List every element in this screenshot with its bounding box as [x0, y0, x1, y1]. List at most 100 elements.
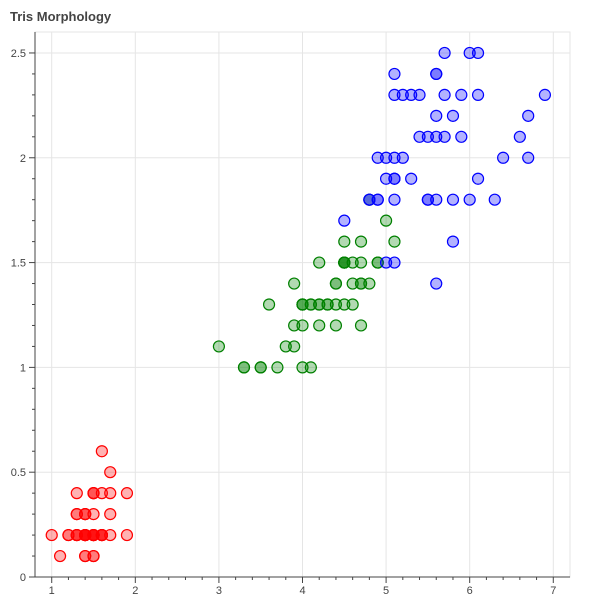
data-point-virginica	[455, 130, 468, 143]
data-point-versicolor	[346, 256, 359, 269]
data-point-versicolor	[296, 361, 309, 374]
data-point-setosa	[104, 528, 117, 542]
data-point-setosa	[95, 528, 108, 542]
data-point-virginica	[363, 193, 376, 206]
data-point-versicolor	[313, 256, 326, 269]
y-tick-label: 2.5	[11, 48, 26, 60]
data-point-virginica	[471, 46, 485, 60]
data-point-virginica	[463, 193, 476, 206]
data-point-virginica	[421, 193, 434, 206]
data-point-virginica	[471, 172, 485, 185]
data-point-versicolor	[329, 298, 343, 311]
data-point-virginica	[371, 193, 384, 206]
data-point-virginica	[446, 109, 460, 122]
data-point-virginica	[338, 214, 351, 227]
data-point-versicolor	[354, 256, 368, 269]
data-point-setosa	[45, 528, 58, 542]
data-point-versicolor	[296, 298, 309, 311]
data-point-setosa	[104, 487, 117, 500]
data-point-virginica	[463, 46, 476, 60]
data-point-versicolor	[288, 277, 301, 290]
data-point-versicolor	[346, 277, 359, 290]
data-point-virginica	[405, 172, 418, 185]
data-point-setosa	[104, 508, 117, 521]
data-point-versicolor	[296, 319, 309, 332]
data-point-versicolor	[354, 277, 368, 290]
data-point-virginica	[430, 277, 443, 290]
data-point-virginica	[379, 172, 393, 185]
chart-title: Tris Morphology	[10, 9, 112, 24]
data-point-virginica	[396, 151, 409, 164]
data-point-versicolor	[212, 340, 226, 353]
data-point-versicolor	[271, 361, 284, 374]
data-point-setosa	[62, 528, 75, 542]
data-point-virginica	[388, 151, 401, 164]
data-point-virginica	[371, 151, 384, 164]
data-point-setosa	[120, 528, 134, 542]
points	[45, 46, 552, 563]
data-point-virginica	[438, 130, 451, 143]
x-tick-label: 1	[49, 585, 55, 597]
data-point-versicolor	[329, 277, 343, 290]
data-point-virginica	[388, 193, 401, 206]
data-point-setosa	[79, 549, 92, 563]
data-point-versicolor	[379, 214, 393, 227]
data-point-virginica	[413, 130, 426, 143]
data-point-versicolor	[254, 361, 267, 374]
series-setosa	[45, 445, 134, 563]
data-point-virginica	[430, 67, 443, 81]
data-point-setosa	[95, 445, 108, 458]
data-point-virginica	[421, 130, 434, 143]
data-point-versicolor	[313, 319, 326, 332]
data-point-setosa	[87, 487, 100, 500]
data-point-virginica	[513, 130, 526, 143]
data-point-virginica	[430, 193, 443, 206]
data-point-versicolor	[321, 298, 334, 311]
data-point-virginica	[388, 172, 401, 185]
data-point-versicolor	[262, 298, 276, 311]
data-point-setosa	[53, 549, 67, 563]
data-point-versicolor	[288, 319, 301, 332]
x-tick-label: 4	[299, 585, 305, 597]
data-point-virginica	[446, 235, 460, 248]
y-tick-label: 0.5	[11, 467, 26, 479]
data-point-versicolor	[288, 340, 301, 353]
y-tick-label: 1	[20, 362, 26, 374]
data-point-versicolor	[304, 298, 317, 311]
data-point-virginica	[438, 88, 451, 101]
data-point-versicolor	[237, 361, 251, 374]
y-tick-label: 0	[20, 572, 26, 584]
data-point-versicolor	[354, 235, 368, 248]
data-point-virginica	[430, 109, 443, 122]
data-point-versicolor	[313, 298, 326, 311]
x-tick-label: 5	[383, 585, 389, 597]
x-tick-label: 3	[216, 585, 222, 597]
data-point-virginica	[379, 256, 393, 269]
data-point-virginica	[522, 151, 535, 164]
data-point-virginica	[379, 151, 393, 164]
data-point-setosa	[87, 508, 100, 521]
data-point-versicolor	[304, 361, 317, 374]
data-point-virginica	[471, 88, 485, 101]
data-point-virginica	[438, 46, 451, 60]
data-point-setosa	[104, 466, 117, 479]
axes: 1 2 3 4 5 6 7 0 0.5 1 1.5 2 2.5	[11, 32, 570, 597]
data-point-versicolor	[338, 298, 351, 311]
data-point-virginica	[405, 88, 418, 101]
data-point-setosa	[79, 508, 92, 521]
y-tick-label: 2	[20, 153, 26, 165]
data-point-versicolor	[338, 235, 351, 248]
x-tick-label: 6	[467, 585, 473, 597]
data-point-versicolor	[354, 319, 368, 332]
data-point-virginica	[388, 88, 401, 101]
x-tick-label: 7	[550, 585, 556, 597]
data-point-versicolor	[346, 298, 359, 311]
data-point-versicolor	[338, 256, 351, 269]
data-point-virginica	[413, 88, 426, 101]
data-point-virginica	[522, 109, 535, 122]
data-point-setosa	[70, 487, 83, 500]
data-point-setosa	[87, 528, 100, 542]
y-tick-label: 1.5	[11, 258, 26, 270]
data-point-virginica	[446, 193, 460, 206]
